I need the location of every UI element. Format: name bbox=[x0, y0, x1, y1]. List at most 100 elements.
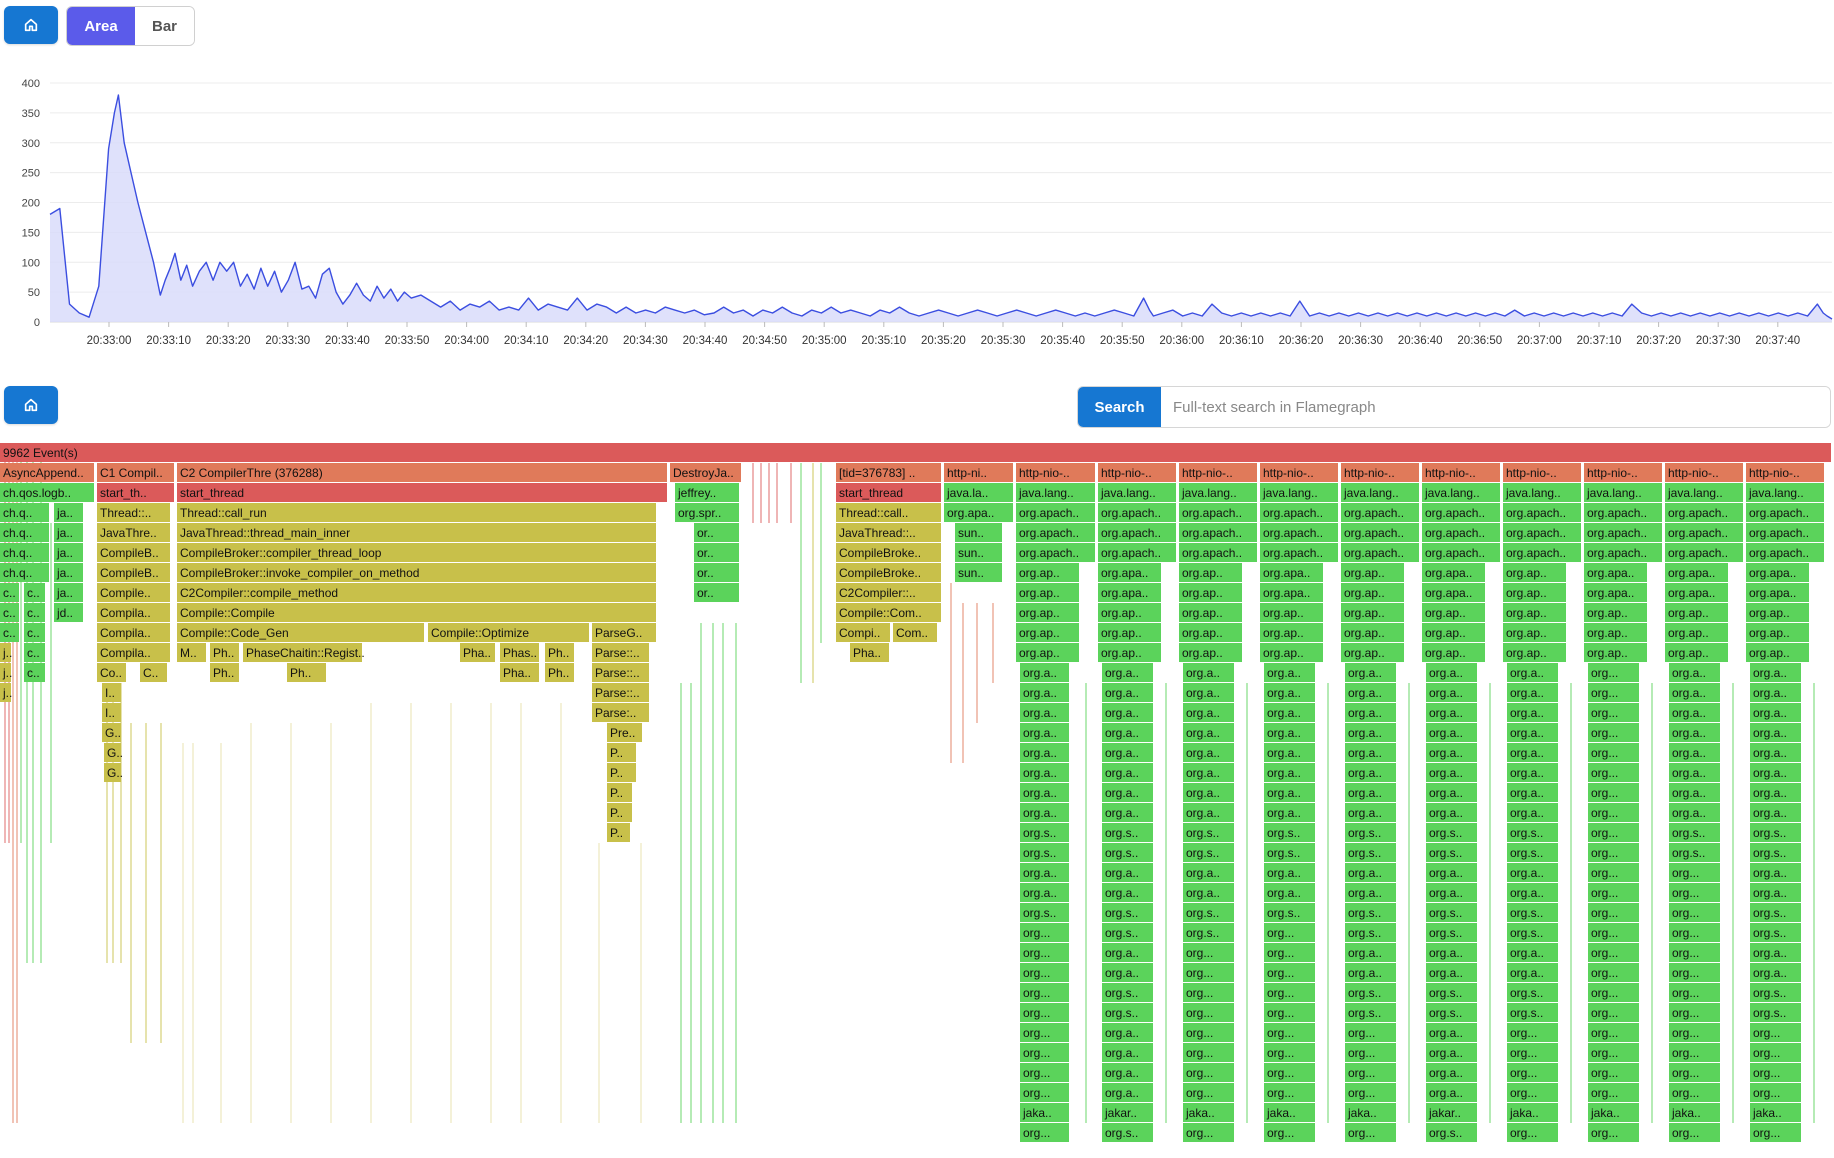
flame-frame[interactable]: org.apach.. bbox=[1179, 543, 1257, 562]
flame-frame-rect[interactable] bbox=[1422, 483, 1500, 502]
flame-frame[interactable]: Ph.. bbox=[210, 663, 239, 682]
flame-frame-rect[interactable] bbox=[1422, 463, 1500, 482]
flame-frame-rect[interactable] bbox=[1020, 923, 1069, 942]
flame-frame-rect[interactable] bbox=[1426, 703, 1477, 722]
flame-frame-rect[interactable] bbox=[607, 803, 632, 822]
flame-frame-rect[interactable] bbox=[1426, 923, 1477, 942]
flame-frame-rect[interactable] bbox=[1588, 743, 1639, 762]
flame-frame-rect[interactable] bbox=[1750, 803, 1801, 822]
flame-frame-rect[interactable] bbox=[1260, 503, 1338, 522]
flame-frame[interactable]: org... bbox=[1588, 703, 1639, 722]
flame-frame-rect[interactable] bbox=[1588, 943, 1639, 962]
flame-frame-rect[interactable] bbox=[97, 463, 174, 482]
flame-frame[interactable]: org... bbox=[1264, 1003, 1315, 1022]
flame-frame[interactable]: org... bbox=[1183, 1063, 1234, 1082]
flame-frame-rect[interactable] bbox=[97, 643, 170, 662]
flame-frame-rect[interactable] bbox=[1665, 503, 1743, 522]
flame-frame[interactable]: c.. bbox=[24, 663, 45, 682]
flame-frame[interactable]: org.apach.. bbox=[1746, 523, 1824, 542]
flame-frame-rect[interactable] bbox=[1264, 1023, 1315, 1042]
flame-frame[interactable]: org.apach.. bbox=[1746, 503, 1824, 522]
flame-frame-rect[interactable] bbox=[1183, 703, 1234, 722]
flame-frame[interactable]: G.. bbox=[104, 763, 123, 782]
flame-frame-rect[interactable] bbox=[836, 563, 941, 582]
flame-frame-rect[interactable] bbox=[1588, 903, 1639, 922]
flame-frame-rect[interactable] bbox=[1020, 1103, 1069, 1122]
flame-frame-rect[interactable] bbox=[1020, 663, 1069, 682]
flame-frame[interactable]: org.a.. bbox=[1345, 803, 1396, 822]
flame-frame-rect[interactable] bbox=[0, 563, 49, 582]
flame-frame-rect[interactable] bbox=[1183, 1063, 1234, 1082]
flame-frame[interactable]: org.a.. bbox=[1183, 743, 1234, 762]
flame-frame[interactable]: org... bbox=[1669, 1123, 1720, 1142]
flame-frame[interactable]: org.ap.. bbox=[1341, 563, 1404, 582]
flame-frame[interactable]: Ph.. bbox=[287, 663, 326, 682]
flame-frame[interactable]: org... bbox=[1588, 1083, 1639, 1102]
flame-frame-rect[interactable] bbox=[1426, 683, 1477, 702]
flame-frame[interactable]: org.s.. bbox=[1345, 1003, 1396, 1022]
flame-frame[interactable]: Pha.. bbox=[500, 663, 539, 682]
flame-frame-rect[interactable] bbox=[1020, 903, 1069, 922]
flame-frame[interactable]: ch.qos.logb.. bbox=[0, 483, 94, 502]
flame-frame[interactable]: org.ap.. bbox=[1179, 583, 1242, 602]
flame-frame[interactable]: org.apach.. bbox=[1098, 543, 1176, 562]
flame-frame[interactable]: org.s.. bbox=[1426, 983, 1477, 1002]
flame-frame-rect[interactable] bbox=[836, 463, 941, 482]
flame-frame[interactable]: C.. bbox=[140, 663, 167, 682]
flame-frame-rect[interactable] bbox=[1426, 1043, 1477, 1062]
flame-frame-rect[interactable] bbox=[1179, 543, 1257, 562]
flame-frame[interactable]: org... bbox=[1588, 1023, 1639, 1042]
flame-frame[interactable]: org.apa.. bbox=[1746, 563, 1809, 582]
flame-frame[interactable]: P.. bbox=[607, 783, 632, 802]
flame-frame-rect[interactable] bbox=[24, 643, 45, 662]
flame-frame[interactable]: jaka.. bbox=[1345, 1103, 1396, 1122]
flame-frame[interactable]: j.. bbox=[0, 683, 12, 702]
flame-frame[interactable]: org... bbox=[1345, 1023, 1396, 1042]
flame-frame-rect[interactable] bbox=[1016, 523, 1095, 542]
flame-frame[interactable]: org.a.. bbox=[1345, 723, 1396, 742]
flame-frame[interactable]: org.apa.. bbox=[1422, 583, 1485, 602]
flame-frame[interactable]: start_thread bbox=[177, 483, 667, 502]
flame-frame[interactable]: jakar.. bbox=[1426, 1103, 1477, 1122]
flame-frame-rect[interactable] bbox=[1750, 723, 1801, 742]
flame-frame[interactable]: org.a.. bbox=[1102, 803, 1153, 822]
flame-frame-rect[interactable] bbox=[97, 523, 170, 542]
flame-frame[interactable]: org... bbox=[1750, 1023, 1801, 1042]
flame-frame-rect[interactable] bbox=[1507, 983, 1558, 1002]
flame-frame[interactable]: org.ap.. bbox=[1179, 643, 1242, 662]
flame-frame[interactable]: org.ap.. bbox=[1179, 563, 1242, 582]
flame-frame[interactable]: Pha.. bbox=[460, 643, 495, 662]
flame-frame[interactable]: org.a.. bbox=[1345, 963, 1396, 982]
flame-frame[interactable]: Compi.. bbox=[836, 623, 890, 642]
flame-frame[interactable]: http-nio-.. bbox=[1422, 463, 1500, 482]
flame-frame[interactable]: org.a.. bbox=[1669, 723, 1720, 742]
flame-frame[interactable]: org... bbox=[1020, 963, 1069, 982]
flame-frame-rect[interactable] bbox=[1426, 983, 1477, 1002]
flame-frame[interactable]: http-ni.. bbox=[944, 463, 1013, 482]
flame-frame[interactable]: org.apach.. bbox=[1098, 523, 1176, 542]
flame-frame[interactable]: jaka.. bbox=[1507, 1103, 1558, 1122]
flame-frame[interactable]: G.. bbox=[104, 743, 123, 762]
flame-frame[interactable]: org... bbox=[1264, 1043, 1315, 1062]
flame-frame-rect[interactable] bbox=[1588, 683, 1639, 702]
flame-frame-rect[interactable] bbox=[1264, 723, 1315, 742]
flame-frame[interactable]: org.s.. bbox=[1102, 823, 1153, 842]
flame-frame-rect[interactable] bbox=[177, 543, 656, 562]
flame-frame[interactable]: org.a.. bbox=[1183, 663, 1234, 682]
flame-frame[interactable]: org.s.. bbox=[1426, 1123, 1477, 1142]
flame-frame-rect[interactable] bbox=[1750, 923, 1801, 942]
flame-frame-rect[interactable] bbox=[1426, 723, 1477, 742]
flame-frame-rect[interactable] bbox=[104, 763, 121, 782]
flame-frame-rect[interactable] bbox=[1345, 723, 1396, 742]
flame-frame-rect[interactable] bbox=[1020, 1123, 1069, 1142]
flame-frame-rect[interactable] bbox=[1503, 543, 1581, 562]
flame-frame[interactable]: org.a.. bbox=[1183, 883, 1234, 902]
flame-frame[interactable]: org.apach.. bbox=[1584, 543, 1662, 562]
flame-frame[interactable]: org... bbox=[1183, 1023, 1234, 1042]
flame-frame[interactable]: org... bbox=[1669, 963, 1720, 982]
flame-frame-rect[interactable] bbox=[1426, 963, 1477, 982]
flame-frame[interactable]: org.s.. bbox=[1750, 1003, 1801, 1022]
flame-frame-rect[interactable] bbox=[1345, 923, 1396, 942]
flame-frame-rect[interactable] bbox=[1665, 623, 1728, 642]
flame-frame[interactable]: org.ap.. bbox=[1016, 603, 1079, 622]
